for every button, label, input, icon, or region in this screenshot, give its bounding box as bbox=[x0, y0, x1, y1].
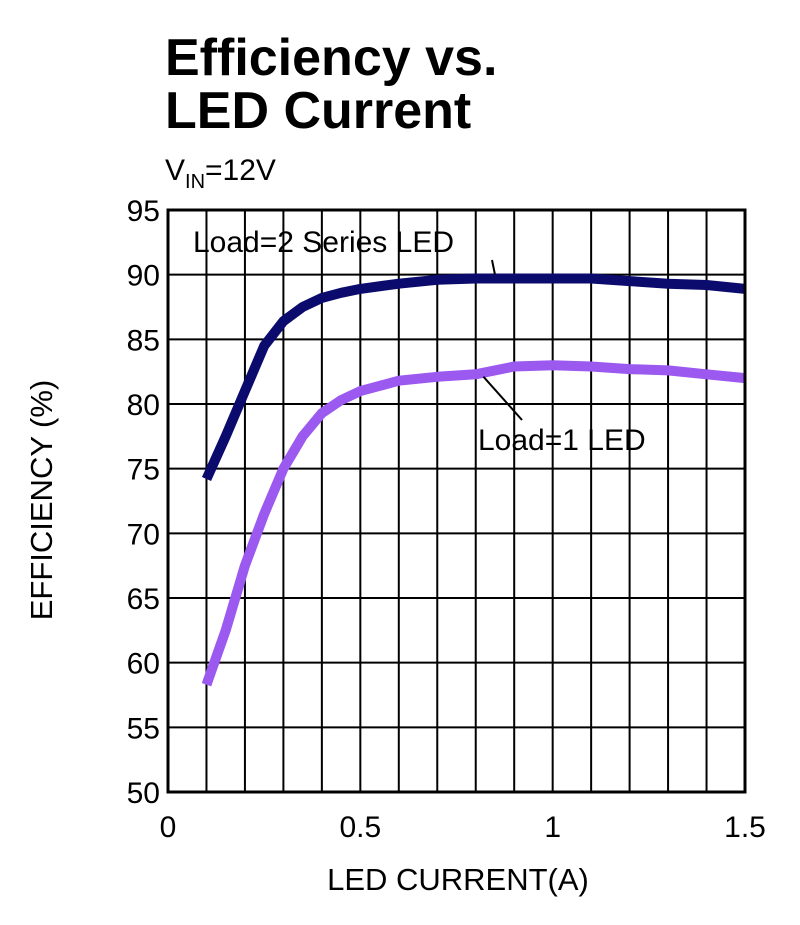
chart-title-line-1: Efficiency vs. bbox=[165, 29, 497, 87]
y-tick-label: 90 bbox=[127, 260, 160, 293]
condition-label: VIN=12V bbox=[165, 154, 276, 193]
y-tick-label: 55 bbox=[127, 712, 160, 745]
x-axis-label: LED CURRENT(A) bbox=[327, 862, 589, 897]
condition-suffix: =12V bbox=[205, 154, 276, 187]
y-tick-label: 95 bbox=[127, 195, 160, 228]
series-label-1: Load=2 Series LED bbox=[193, 226, 454, 259]
y-tick-label: 65 bbox=[127, 583, 160, 616]
x-tick-label: 1.5 bbox=[724, 811, 766, 844]
y-tick-label: 70 bbox=[127, 518, 160, 551]
grid bbox=[168, 210, 745, 792]
plot-frame bbox=[166, 208, 747, 794]
chart-title-line-2: LED Current bbox=[165, 82, 471, 140]
y-tick-label: 80 bbox=[127, 389, 160, 422]
x-tick-labels: 0 0.5 1 1.5 bbox=[160, 811, 766, 844]
x-tick-label: 0 bbox=[160, 811, 177, 844]
x-tick-label: 1 bbox=[544, 811, 561, 844]
series-label-1-leader bbox=[491, 259, 496, 275]
series-line-2 bbox=[201, 360, 746, 687]
y-tick-label: 75 bbox=[127, 454, 160, 487]
series-annotations: Load=2 Series LED Load=1 LED bbox=[193, 226, 646, 457]
series-group bbox=[201, 273, 746, 687]
series-line-1 bbox=[201, 273, 746, 482]
y-axis-label: EFFICIENCY (%) bbox=[24, 380, 59, 621]
condition-subscript: IN bbox=[185, 171, 205, 193]
x-tick-label: 0.5 bbox=[339, 811, 381, 844]
y-tick-label: 50 bbox=[127, 777, 160, 810]
y-tick-label: 85 bbox=[127, 324, 160, 357]
series-label-2: Load=1 LED bbox=[478, 424, 646, 457]
condition-prefix: V bbox=[165, 154, 185, 187]
y-tick-label: 60 bbox=[127, 648, 160, 681]
y-tick-labels: 50 55 60 65 70 75 80 85 90 95 bbox=[127, 195, 160, 810]
series-label-2-leader bbox=[482, 376, 523, 421]
